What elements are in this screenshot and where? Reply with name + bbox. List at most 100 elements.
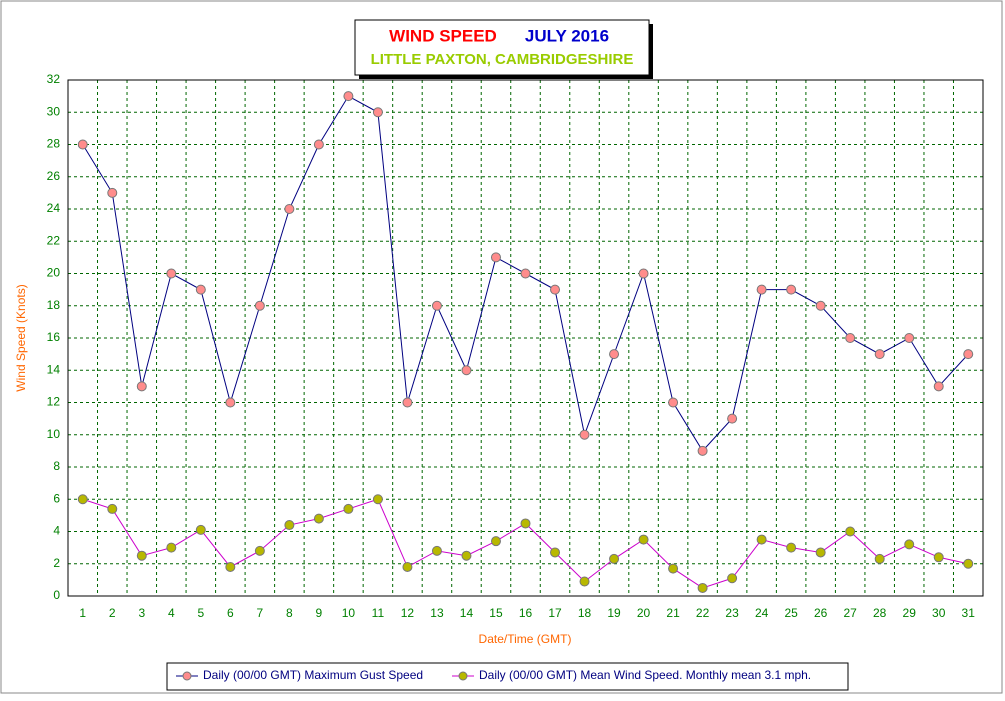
data-point: [697, 445, 708, 456]
x-tick-label: 8: [286, 606, 293, 620]
x-axis-label: Date/Time (GMT): [479, 632, 572, 646]
chart-subtitle: LITTLE PAXTON, CAMBRIDGESHIRE: [371, 51, 634, 68]
x-tick-label: 3: [138, 606, 145, 620]
data-point: [431, 545, 442, 556]
data-point: [963, 558, 974, 569]
data-point: [550, 547, 561, 558]
data-point: [225, 561, 236, 572]
y-tick-label: 20: [47, 266, 61, 280]
y-axis-label: Wind Speed (Knots): [14, 284, 28, 391]
x-tick-label: 15: [489, 606, 503, 620]
data-point: [77, 139, 88, 150]
data-point: [579, 576, 590, 587]
data-point: [756, 284, 767, 295]
x-tick-label: 24: [755, 606, 769, 620]
x-tick-label: 11: [372, 606, 385, 620]
x-tick-label: 30: [932, 606, 946, 620]
data-point: [756, 534, 767, 545]
legend-marker: [458, 671, 468, 681]
x-tick-label: 9: [316, 606, 323, 620]
legend-marker: [182, 671, 192, 681]
data-point: [933, 381, 944, 392]
y-tick-label: 2: [53, 556, 60, 570]
x-tick-label: 22: [696, 606, 710, 620]
x-tick-label: 19: [607, 606, 621, 620]
data-point: [963, 349, 974, 360]
data-point: [195, 524, 206, 535]
data-point: [786, 542, 797, 553]
chart-title: WIND SPEED: [389, 26, 497, 45]
data-point: [461, 365, 472, 376]
title-box: [354, 19, 650, 76]
data-point: [431, 300, 442, 311]
data-point: [343, 91, 354, 102]
data-point: [609, 349, 620, 360]
data-point: [933, 552, 944, 563]
data-point: [166, 542, 177, 553]
x-tick-label: 4: [168, 606, 175, 620]
y-tick-label: 6: [53, 491, 60, 505]
data-point: [372, 494, 383, 505]
data-point: [874, 349, 885, 360]
x-tick-label: 12: [401, 606, 415, 620]
data-point: [638, 534, 649, 545]
y-tick-label: 28: [47, 137, 61, 151]
x-tick-label: 26: [814, 606, 828, 620]
legend-box: [166, 662, 849, 691]
data-point: [520, 518, 531, 529]
x-tick-label: 1: [79, 606, 86, 620]
chart-period: JULY 2016: [525, 26, 609, 45]
y-tick-label: 16: [47, 330, 61, 344]
x-tick-label: 10: [342, 606, 356, 620]
x-tick-label: 27: [843, 606, 857, 620]
data-point: [874, 553, 885, 564]
data-point: [107, 187, 118, 198]
data-point: [815, 300, 826, 311]
data-point: [815, 547, 826, 558]
data-point: [638, 268, 649, 279]
x-tick-label: 21: [666, 606, 680, 620]
x-tick-label: 20: [637, 606, 651, 620]
data-point: [107, 503, 118, 514]
x-tick-label: 16: [519, 606, 533, 620]
data-point: [254, 300, 265, 311]
data-point: [402, 561, 413, 572]
data-point: [697, 582, 708, 593]
data-point: [284, 520, 295, 531]
data-point: [313, 139, 324, 150]
data-point: [668, 563, 679, 574]
x-tick-label: 5: [197, 606, 204, 620]
data-point: [727, 573, 738, 584]
data-point: [284, 204, 295, 214]
y-tick-label: 12: [47, 395, 61, 409]
data-point: [579, 429, 590, 440]
x-tick-label: 23: [725, 606, 739, 620]
y-tick-label: 4: [53, 524, 60, 538]
x-tick-label: 18: [578, 606, 592, 620]
data-point: [313, 513, 324, 524]
x-tick-label: 7: [257, 606, 264, 620]
data-point: [254, 545, 265, 556]
data-point: [904, 539, 915, 550]
x-tick-label: 14: [460, 606, 474, 620]
x-tick-label: 13: [430, 606, 444, 620]
data-point: [166, 268, 177, 279]
x-tick-label: 29: [903, 606, 917, 620]
y-tick-label: 26: [47, 169, 61, 183]
legend-label: Daily (00/00 GMT) Maximum Gust Speed: [203, 668, 423, 682]
x-tick-label: 31: [962, 606, 976, 620]
x-tick-label: 28: [873, 606, 887, 620]
data-point: [225, 397, 236, 408]
x-tick-label: 25: [784, 606, 798, 620]
data-point: [609, 553, 620, 564]
y-tick-label: 8: [53, 459, 60, 473]
plot-border: [67, 79, 984, 597]
data-point: [550, 284, 561, 295]
y-tick-label: 0: [53, 588, 60, 602]
y-tick-label: 18: [47, 298, 61, 312]
data-point: [490, 252, 501, 263]
data-point: [136, 381, 147, 392]
